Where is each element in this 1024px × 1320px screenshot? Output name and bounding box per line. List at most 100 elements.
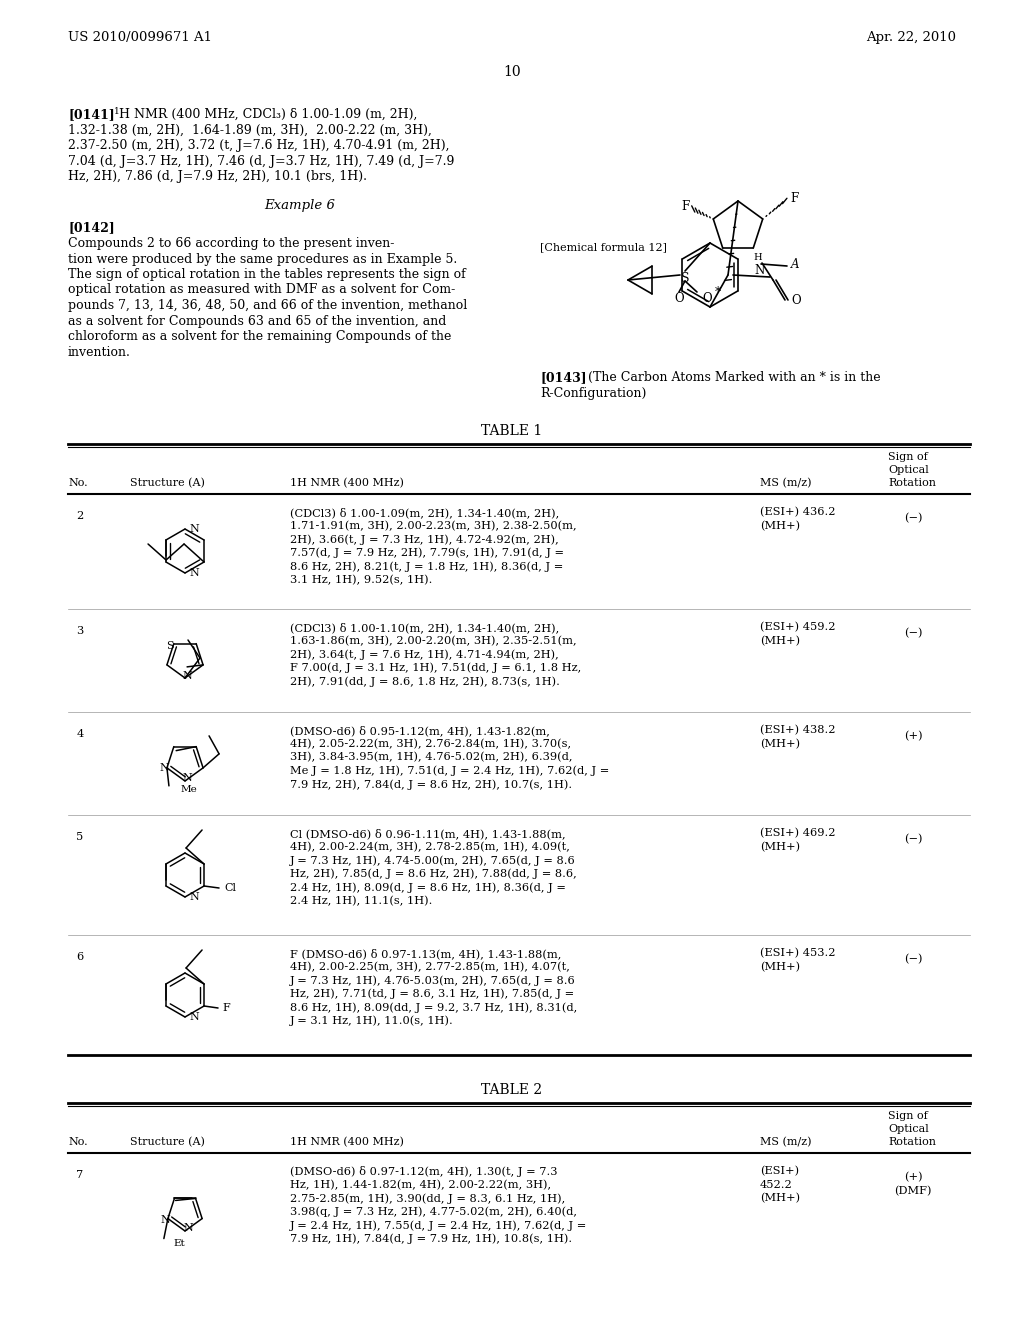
Text: N: N — [189, 568, 199, 578]
Text: 4H), 2.00-2.25(m, 3H), 2.77-2.85(m, 1H), 4.07(t,: 4H), 2.00-2.25(m, 3H), 2.77-2.85(m, 1H),… — [290, 961, 570, 972]
Text: 2: 2 — [77, 511, 84, 521]
Text: [0143]: [0143] — [540, 371, 587, 384]
Text: (MH+): (MH+) — [760, 842, 800, 851]
Text: tion were produced by the same procedures as in Example 5.: tion were produced by the same procedure… — [68, 252, 458, 265]
Text: 2.37-2.50 (m, 2H), 3.72 (t, J=7.6 Hz, 1H), 4.70-4.91 (m, 2H),: 2.37-2.50 (m, 2H), 3.72 (t, J=7.6 Hz, 1H… — [68, 139, 450, 152]
Text: N: N — [182, 671, 191, 681]
Text: Sign of: Sign of — [888, 1111, 928, 1121]
Text: Rotation: Rotation — [888, 1137, 936, 1147]
Text: (MH+): (MH+) — [760, 520, 800, 531]
Text: (The Carbon Atoms Marked with an * is in the: (The Carbon Atoms Marked with an * is in… — [588, 371, 881, 384]
Text: Optical: Optical — [888, 465, 929, 475]
Text: H NMR (400 MHz, CDCl₃) δ 1.00-1.09 (m, 2H),: H NMR (400 MHz, CDCl₃) δ 1.00-1.09 (m, 2… — [119, 108, 418, 121]
Text: 3.98(q, J = 7.3 Hz, 2H), 4.77-5.02(m, 2H), 6.40(d,: 3.98(q, J = 7.3 Hz, 2H), 4.77-5.02(m, 2H… — [290, 1206, 577, 1217]
Text: 7.9 Hz, 1H), 7.84(d, J = 7.9 Hz, 1H), 10.8(s, 1H).: 7.9 Hz, 1H), 7.84(d, J = 7.9 Hz, 1H), 10… — [290, 1233, 572, 1243]
Text: pounds 7, 13, 14, 36, 48, 50, and 66 of the invention, methanol: pounds 7, 13, 14, 36, 48, 50, and 66 of … — [68, 300, 467, 312]
Text: N: N — [182, 774, 191, 783]
Text: F (DMSO-d6) δ 0.97-1.13(m, 4H), 1.43-1.88(m,: F (DMSO-d6) δ 0.97-1.13(m, 4H), 1.43-1.8… — [290, 948, 561, 958]
Text: S: S — [681, 272, 689, 285]
Text: 8.6 Hz, 2H), 8.21(t, J = 1.8 Hz, 1H), 8.36(d, J =: 8.6 Hz, 2H), 8.21(t, J = 1.8 Hz, 1H), 8.… — [290, 561, 563, 572]
Text: 4H), 2.05-2.22(m, 3H), 2.76-2.84(m, 1H), 3.70(s,: 4H), 2.05-2.22(m, 3H), 2.76-2.84(m, 1H),… — [290, 738, 571, 748]
Text: Sign of: Sign of — [888, 451, 928, 462]
Text: optical rotation as measured with DMF as a solvent for Com-: optical rotation as measured with DMF as… — [68, 284, 456, 297]
Text: 1.63-1.86(m, 3H), 2.00-2.20(m, 3H), 2.35-2.51(m,: 1.63-1.86(m, 3H), 2.00-2.20(m, 3H), 2.35… — [290, 635, 577, 645]
Text: (ESI+) 459.2: (ESI+) 459.2 — [760, 622, 836, 632]
Text: J = 7.3 Hz, 1H), 4.76-5.03(m, 2H), 7.65(d, J = 8.6: J = 7.3 Hz, 1H), 4.76-5.03(m, 2H), 7.65(… — [290, 975, 575, 986]
Text: 2H), 3.64(t, J = 7.6 Hz, 1H), 4.71-4.94(m, 2H),: 2H), 3.64(t, J = 7.6 Hz, 1H), 4.71-4.94(… — [290, 649, 559, 660]
Text: Cl: Cl — [224, 883, 237, 894]
Text: [Chemical formula 12]: [Chemical formula 12] — [540, 242, 667, 252]
Text: 1.32-1.38 (m, 2H),  1.64-1.89 (m, 3H),  2.00-2.22 (m, 3H),: 1.32-1.38 (m, 2H), 1.64-1.89 (m, 3H), 2.… — [68, 124, 432, 136]
Text: J = 7.3 Hz, 1H), 4.74-5.00(m, 2H), 7.65(d, J = 8.6: J = 7.3 Hz, 1H), 4.74-5.00(m, 2H), 7.65(… — [290, 855, 575, 866]
Text: Rotation: Rotation — [888, 478, 936, 488]
Text: F: F — [681, 201, 689, 214]
Text: [0141]: [0141] — [68, 108, 115, 121]
Text: N: N — [189, 1012, 199, 1022]
Text: A: A — [791, 259, 800, 272]
Text: TABLE 1: TABLE 1 — [481, 424, 543, 438]
Text: 452.2: 452.2 — [760, 1180, 793, 1189]
Text: *: * — [715, 285, 721, 298]
Text: R-Configuration): R-Configuration) — [540, 387, 646, 400]
Text: O: O — [674, 293, 684, 305]
Text: (+): (+) — [904, 731, 923, 742]
Text: invention.: invention. — [68, 346, 131, 359]
Text: S: S — [166, 640, 174, 651]
Text: Me J = 1.8 Hz, 1H), 7.51(d, J = 2.4 Hz, 1H), 7.62(d, J =: Me J = 1.8 Hz, 1H), 7.51(d, J = 2.4 Hz, … — [290, 766, 609, 776]
Text: (−): (−) — [904, 513, 923, 523]
Text: TABLE 2: TABLE 2 — [481, 1082, 543, 1097]
Text: (DMSO-d6) δ 0.97-1.12(m, 4H), 1.30(t, J = 7.3: (DMSO-d6) δ 0.97-1.12(m, 4H), 1.30(t, J … — [290, 1166, 557, 1177]
Text: 4: 4 — [77, 729, 84, 739]
Text: MS (m/z): MS (m/z) — [760, 1137, 811, 1147]
Text: (ESI+) 453.2: (ESI+) 453.2 — [760, 948, 836, 958]
Text: US 2010/0099671 A1: US 2010/0099671 A1 — [68, 32, 212, 45]
Text: 3: 3 — [77, 626, 84, 636]
Text: Example 6: Example 6 — [264, 199, 336, 213]
Text: Structure (A): Structure (A) — [130, 1137, 205, 1147]
Text: 3.1 Hz, 1H), 9.52(s, 1H).: 3.1 Hz, 1H), 9.52(s, 1H). — [290, 574, 432, 585]
Text: H: H — [754, 253, 762, 263]
Text: 2H), 3.66(t, J = 7.3 Hz, 1H), 4.72-4.92(m, 2H),: 2H), 3.66(t, J = 7.3 Hz, 1H), 4.72-4.92(… — [290, 535, 559, 545]
Text: MS (m/z): MS (m/z) — [760, 478, 811, 488]
Text: Hz, 1H), 1.44-1.82(m, 4H), 2.00-2.22(m, 3H),: Hz, 1H), 1.44-1.82(m, 4H), 2.00-2.22(m, … — [290, 1180, 551, 1189]
Text: (CDCl3) δ 1.00-1.09(m, 2H), 1.34-1.40(m, 2H),: (CDCl3) δ 1.00-1.09(m, 2H), 1.34-1.40(m,… — [290, 507, 559, 517]
Text: F 7.00(d, J = 3.1 Hz, 1H), 7.51(dd, J = 6.1, 1.8 Hz,: F 7.00(d, J = 3.1 Hz, 1H), 7.51(dd, J = … — [290, 663, 582, 673]
Text: The sign of optical rotation in the tables represents the sign of: The sign of optical rotation in the tabl… — [68, 268, 466, 281]
Text: Compounds 2 to 66 according to the present inven-: Compounds 2 to 66 according to the prese… — [68, 238, 394, 249]
Text: (DMSO-d6) δ 0.95-1.12(m, 4H), 1.43-1.82(m,: (DMSO-d6) δ 0.95-1.12(m, 4H), 1.43-1.82(… — [290, 725, 550, 735]
Text: N: N — [189, 892, 199, 902]
Text: Hz, 2H), 7.86 (d, J=7.9 Hz, 2H), 10.1 (brs, 1H).: Hz, 2H), 7.86 (d, J=7.9 Hz, 2H), 10.1 (b… — [68, 170, 367, 183]
Text: Et: Et — [174, 1239, 185, 1249]
Text: 3H), 3.84-3.95(m, 1H), 4.76-5.02(m, 2H), 6.39(d,: 3H), 3.84-3.95(m, 1H), 4.76-5.02(m, 2H),… — [290, 752, 572, 763]
Text: (−): (−) — [904, 834, 923, 845]
Text: 7.04 (d, J=3.7 Hz, 1H), 7.46 (d, J=3.7 Hz, 1H), 7.49 (d, J=7.9: 7.04 (d, J=3.7 Hz, 1H), 7.46 (d, J=3.7 H… — [68, 154, 455, 168]
Text: 1: 1 — [114, 107, 120, 116]
Text: as a solvent for Compounds 63 and 65 of the invention, and: as a solvent for Compounds 63 and 65 of … — [68, 314, 446, 327]
Text: Hz, 2H), 7.85(d, J = 8.6 Hz, 2H), 7.88(dd, J = 8.6,: Hz, 2H), 7.85(d, J = 8.6 Hz, 2H), 7.88(d… — [290, 869, 577, 879]
Text: O: O — [702, 293, 712, 305]
Text: N: N — [183, 1224, 193, 1233]
Text: N: N — [189, 524, 199, 535]
Text: Me: Me — [181, 785, 198, 795]
Text: (DMF): (DMF) — [894, 1185, 932, 1196]
Text: 10: 10 — [503, 65, 521, 79]
Text: No.: No. — [68, 1137, 88, 1147]
Text: 1H NMR (400 MHz): 1H NMR (400 MHz) — [290, 1137, 403, 1147]
Text: Optical: Optical — [888, 1125, 929, 1134]
Text: (ESI+) 436.2: (ESI+) 436.2 — [760, 507, 836, 517]
Text: (ESI+): (ESI+) — [760, 1166, 799, 1176]
Text: 2.4 Hz, 1H), 11.1(s, 1H).: 2.4 Hz, 1H), 11.1(s, 1H). — [290, 895, 432, 906]
Text: J = 3.1 Hz, 1H), 11.0(s, 1H).: J = 3.1 Hz, 1H), 11.0(s, 1H). — [290, 1015, 454, 1026]
Text: 7: 7 — [77, 1170, 84, 1180]
Text: F: F — [791, 193, 799, 206]
Text: 5: 5 — [77, 832, 84, 842]
Text: Hz, 2H), 7.71(td, J = 8.6, 3.1 Hz, 1H), 7.85(d, J =: Hz, 2H), 7.71(td, J = 8.6, 3.1 Hz, 1H), … — [290, 989, 574, 999]
Text: (−): (−) — [904, 628, 923, 639]
Text: [0142]: [0142] — [68, 222, 115, 235]
Text: (CDCl3) δ 1.00-1.10(m, 2H), 1.34-1.40(m, 2H),: (CDCl3) δ 1.00-1.10(m, 2H), 1.34-1.40(m,… — [290, 622, 559, 632]
Text: (+): (+) — [904, 1172, 923, 1183]
Text: No.: No. — [68, 478, 88, 488]
Text: 1.71-1.91(m, 3H), 2.00-2.23(m, 3H), 2.38-2.50(m,: 1.71-1.91(m, 3H), 2.00-2.23(m, 3H), 2.38… — [290, 520, 577, 531]
Text: 2.4 Hz, 1H), 8.09(d, J = 8.6 Hz, 1H), 8.36(d, J =: 2.4 Hz, 1H), 8.09(d, J = 8.6 Hz, 1H), 8.… — [290, 882, 566, 892]
Text: 7.9 Hz, 2H), 7.84(d, J = 8.6 Hz, 2H), 10.7(s, 1H).: 7.9 Hz, 2H), 7.84(d, J = 8.6 Hz, 2H), 10… — [290, 779, 572, 789]
